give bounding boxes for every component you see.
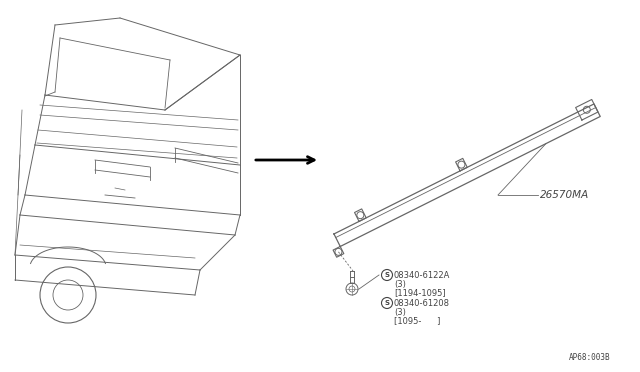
Text: 08340-61208: 08340-61208	[394, 298, 450, 308]
Text: [1095-      ]: [1095- ]	[394, 317, 440, 326]
Text: S: S	[385, 272, 390, 278]
Text: [1194-1095]: [1194-1095]	[394, 289, 445, 298]
Text: 08340-6122A: 08340-6122A	[394, 270, 451, 279]
Text: (3): (3)	[394, 279, 406, 289]
Text: 26570MA: 26570MA	[540, 190, 589, 200]
Text: S: S	[385, 300, 390, 306]
Text: AP68:003B: AP68:003B	[568, 353, 610, 362]
Text: (3): (3)	[394, 308, 406, 317]
